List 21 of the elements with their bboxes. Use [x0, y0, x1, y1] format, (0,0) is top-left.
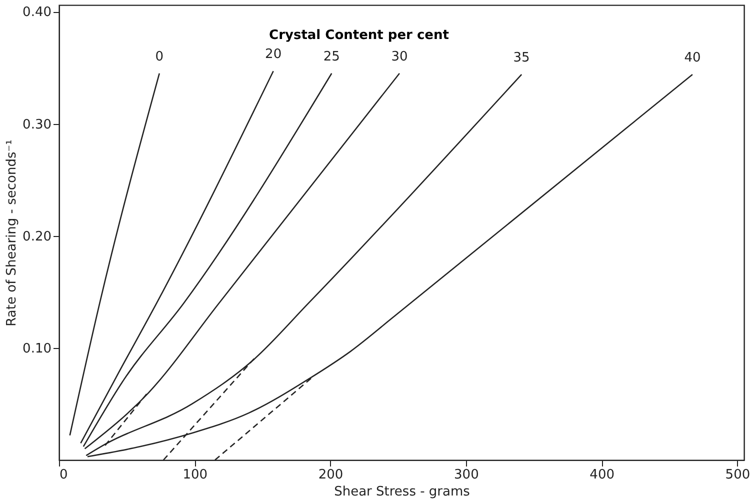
x-tick-label: 0 [60, 468, 68, 482]
series-label: 40 [684, 50, 701, 66]
y-tick-label: 0.40 [22, 5, 52, 20]
x-tick-label: 400 [590, 468, 614, 482]
x-tick-label: 300 [454, 468, 479, 482]
series-label: 20 [265, 47, 282, 62]
x-tick-label: 500 [725, 468, 750, 482]
line-series [80, 70, 274, 444]
y-tick-label: 0.10 [22, 341, 52, 356]
x-axis-title: Shear Stress - grams [334, 484, 470, 500]
line-series [84, 72, 400, 450]
x-tick-label: 200 [318, 468, 344, 482]
series-label: 25 [323, 49, 340, 64]
y-axis-title: Rate of Shearing - seconds⁻¹ [4, 140, 20, 326]
series-label: 35 [513, 50, 530, 66]
y-tick-label: 0.20 [22, 229, 52, 244]
series-label: 0 [155, 49, 164, 64]
y-tick-label: 0.30 [22, 117, 52, 132]
annotation: Crystal Content per cent [269, 28, 449, 43]
x-tick-label: 100 [182, 468, 208, 482]
series-label: 30 [391, 49, 408, 64]
